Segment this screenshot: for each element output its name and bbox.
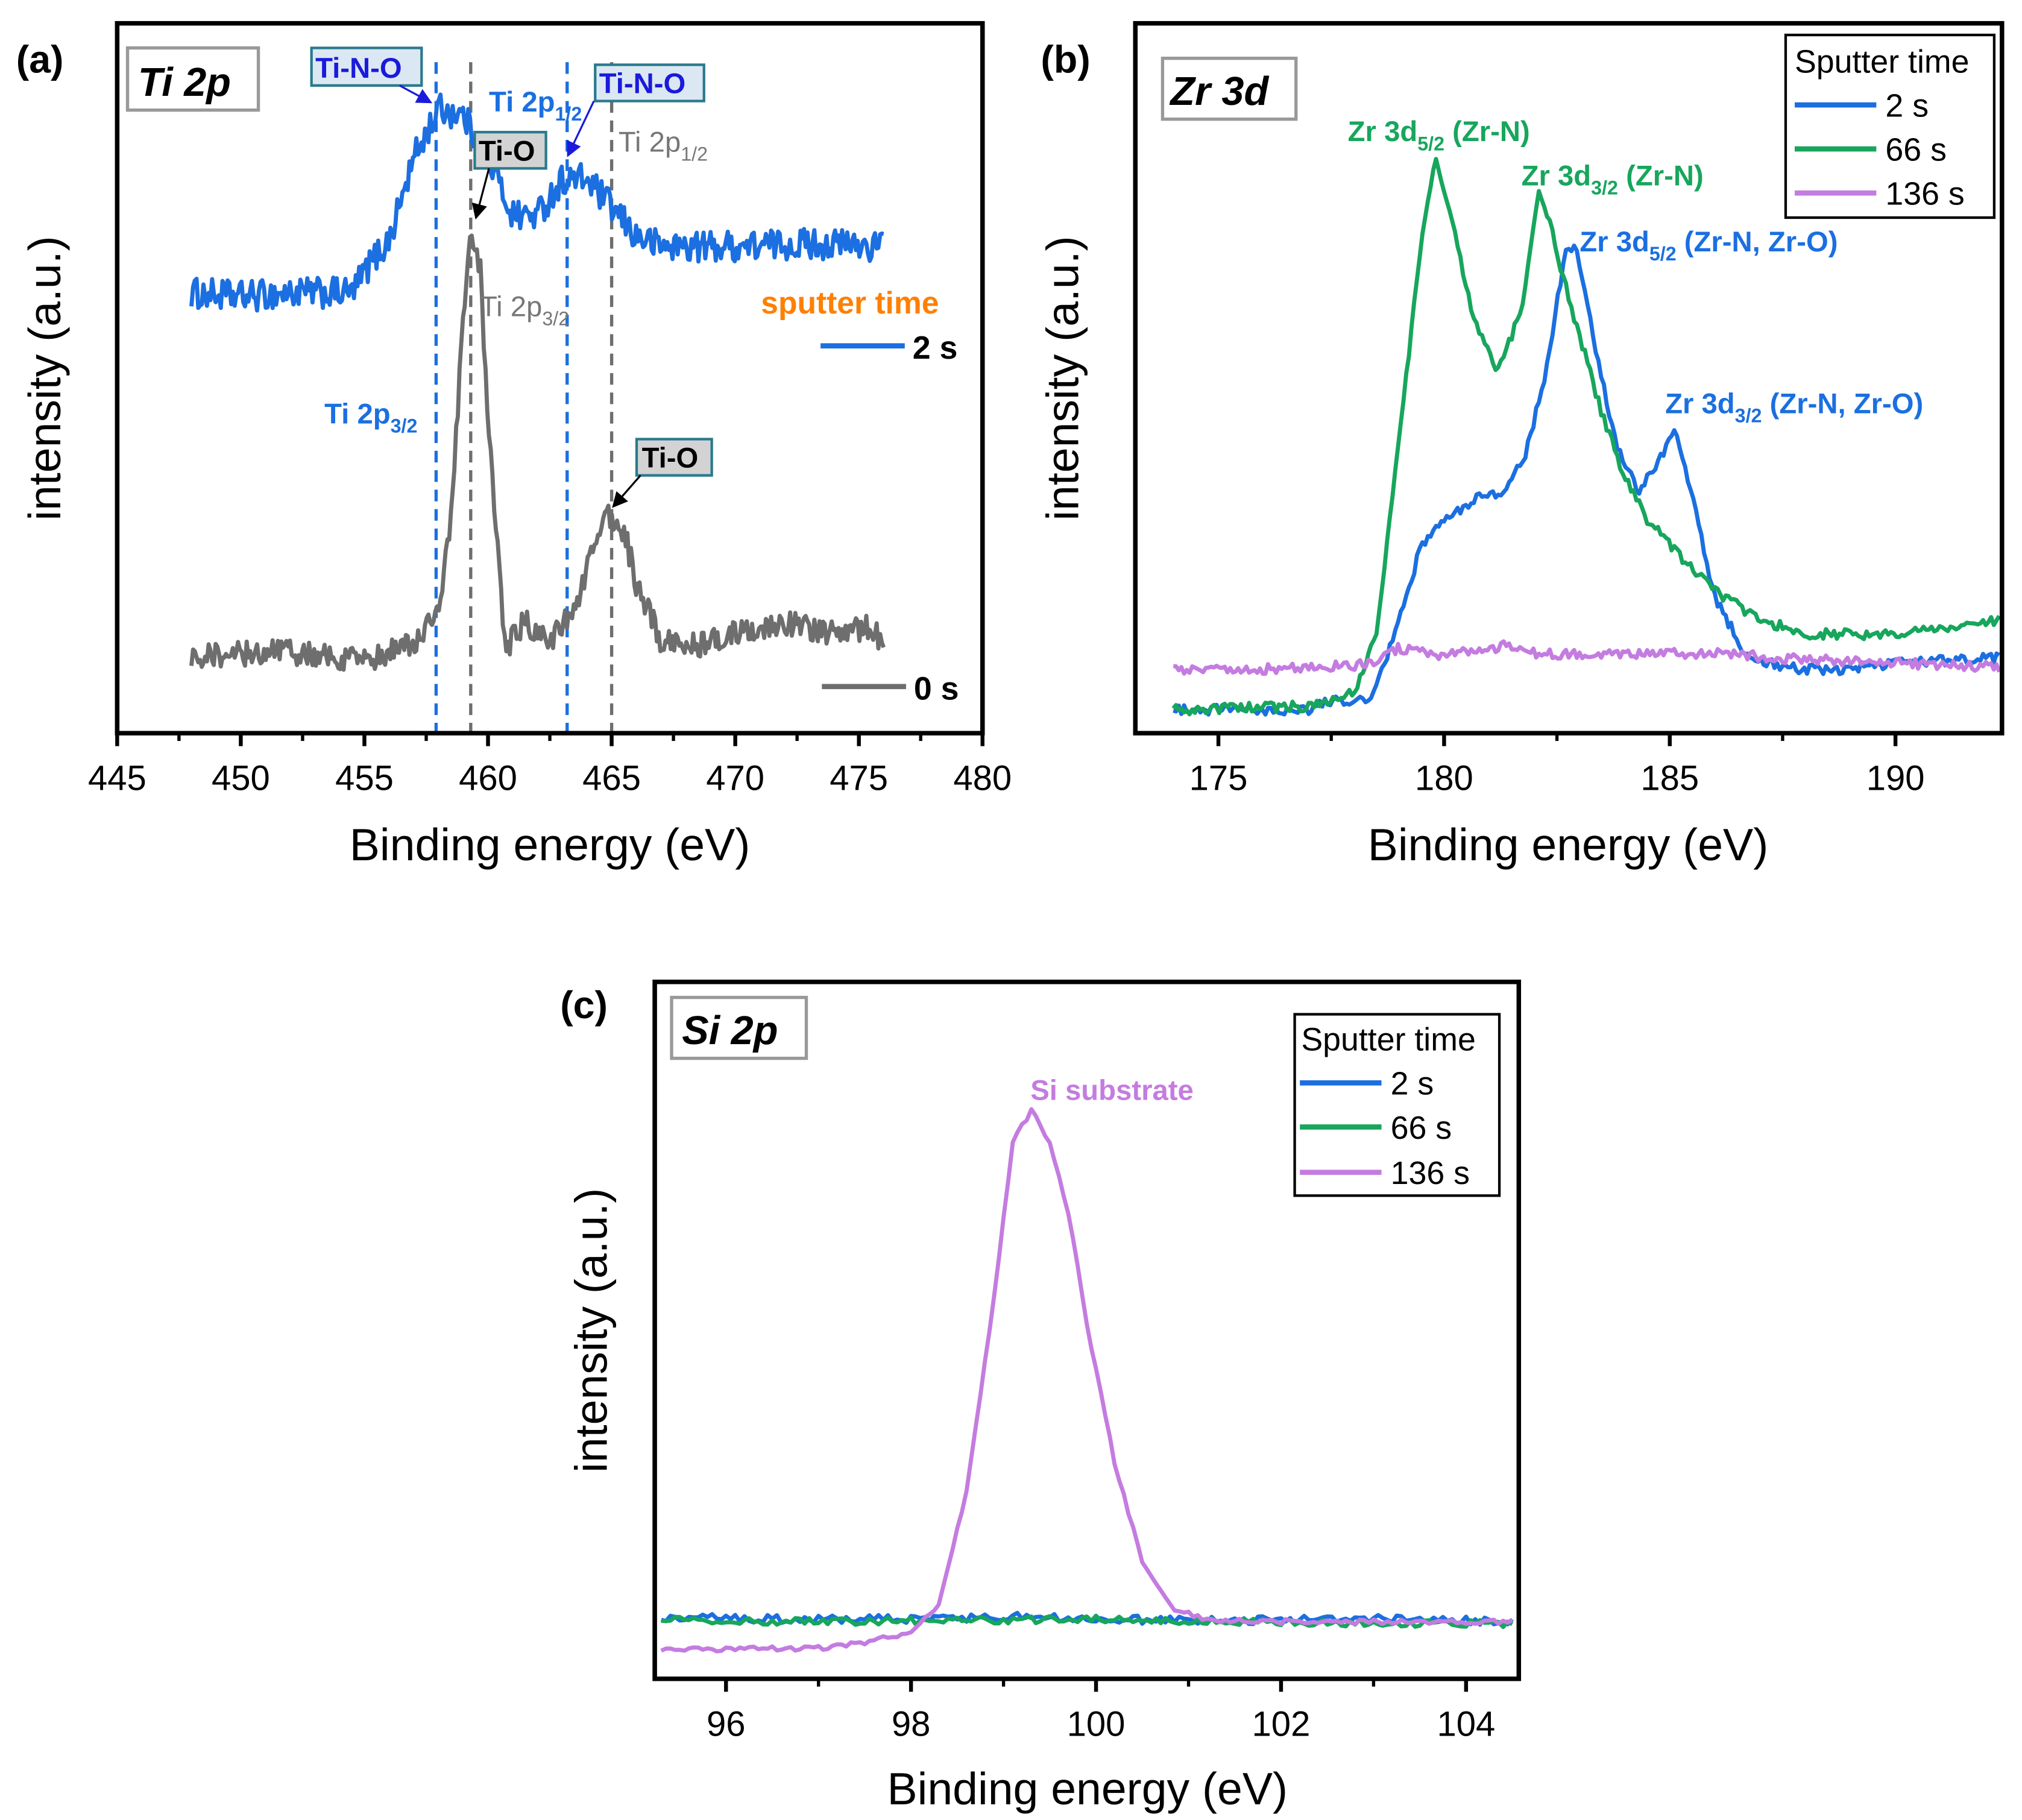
x-tick-label: 455 (335, 759, 394, 798)
annotation-zr-3d52-zr-n-zr-o: Zr 3d5/2 (Zr-N, Zr-O) (1579, 226, 1838, 265)
annotation-ti-2p32-gray: Ti 2p3/2 (480, 291, 569, 329)
annotation-ti-2p32-blue: Ti 2p3/2 (324, 398, 417, 437)
series-line-2s (189, 92, 884, 313)
panel-label: (c) (560, 983, 608, 1027)
annotation-zr-3d52-zr-n: Zr 3d5/2 (Zr-N) (1348, 116, 1530, 154)
x-tick-label: 450 (212, 759, 270, 798)
plot-area (1171, 157, 2002, 717)
series-line-136s (1173, 639, 2002, 676)
legend-label-136s: 136 s (1391, 1155, 1470, 1191)
svg-text:Ti-O: Ti-O (479, 135, 535, 167)
series-line-136s (660, 1107, 1514, 1654)
x-axis-label: Binding energy (eV) (887, 1763, 1288, 1814)
legend-label-2s: 2 s (913, 330, 958, 366)
x-tick-label: 460 (459, 759, 517, 798)
y-axis-label: intensity (a.u.) (1038, 236, 1088, 520)
x-axis: 96 98 100 102 104 (707, 1678, 1495, 1743)
annotation-ti-2p12-gray: Ti 2p1/2 (619, 126, 708, 165)
annotation-ti-n-o-1: Ti-N-O (310, 46, 433, 104)
x-tick-label: 98 (892, 1704, 931, 1743)
x-axis-label: Binding energy (eV) (1368, 819, 1769, 870)
svg-text:Ti-O: Ti-O (642, 442, 699, 474)
axes-frame (652, 979, 1522, 1681)
x-tick-label: 102 (1252, 1704, 1311, 1743)
legend-title: Sputter time (1301, 1022, 1476, 1058)
legend: Sputter time 2 s 66 s 136 s (1784, 33, 1996, 219)
series-line-0s (189, 233, 886, 672)
legend-label-0s: 0 s (914, 670, 959, 707)
panel-c: (c) Si 2p Si substrate Sputter time 2 s … (560, 979, 1522, 1814)
x-tick-label: 480 (953, 759, 1012, 798)
title-box (1161, 57, 1298, 121)
title-box (125, 46, 260, 112)
panel-a: (a) Ti 2p Ti-N-O Ti-N-O Ti-O Ti-O Ti 2p1… (16, 20, 985, 870)
legend-label-136s: 136 s (1885, 176, 1964, 212)
x-tick-label: 190 (1866, 759, 1925, 798)
legend-label-2s: 2 s (1391, 1066, 1434, 1102)
x-tick-label: 470 (706, 759, 764, 798)
annotation-ti-2p12-blue: Ti 2p1/2 (489, 86, 582, 125)
x-axis-label: Binding energy (eV) (350, 819, 751, 870)
legend: Sputter time 2 s 66 s 136 s (1293, 1013, 1501, 1197)
chart-title: Si 2p (682, 1009, 778, 1053)
x-tick-label: 475 (830, 759, 888, 798)
panel-label: (b) (1041, 37, 1090, 81)
legend-title: sputter time (761, 285, 939, 320)
panel-b: (b) Zr 3d Zr 3d5/2 (Zr-N) Zr 3d3/2 (Zr-N… (1038, 20, 2005, 870)
svg-text:Ti-N-O: Ti-N-O (599, 68, 686, 100)
panel-label: (a) (16, 37, 64, 81)
legend-label-66s: 66 s (1391, 1110, 1452, 1146)
svg-text:Ti-N-O: Ti-N-O (315, 52, 402, 84)
x-tick-label: 175 (1189, 759, 1248, 798)
axes-frame (1133, 20, 2005, 735)
annotation-ti-o-1: Ti-O (471, 131, 547, 220)
series-line-2s (1173, 243, 2000, 717)
x-tick-label: 180 (1415, 759, 1473, 798)
annotation-zr-3d32-zr-n-zr-o: Zr 3d3/2 (Zr-N, Zr-O) (1665, 388, 1923, 426)
annotation-ti-n-o-2: Ti-N-O (567, 63, 705, 157)
annotation-zr-3d32-zr-n: Zr 3d3/2 (Zr-N) (1522, 160, 1704, 198)
legend-title: Sputter time (1795, 43, 1970, 80)
title-box (670, 995, 808, 1060)
legend-label-66s: 66 s (1885, 131, 1947, 168)
legend-label-2s: 2 s (1885, 87, 1929, 124)
x-tick-label: 100 (1067, 1704, 1126, 1743)
plot-area (189, 62, 886, 734)
series-line-66s (1171, 157, 2002, 717)
x-tick-label: 96 (707, 1704, 746, 1743)
x-tick-label: 185 (1640, 759, 1699, 798)
chart-title: Ti 2p (138, 60, 231, 105)
x-tick-label: 445 (88, 759, 146, 798)
plot-area (660, 1107, 1514, 1654)
x-tick-label: 104 (1437, 1704, 1495, 1743)
x-axis: 175 180 185 190 (1189, 733, 1925, 798)
y-axis-label: intensity (a.u.) (19, 236, 70, 520)
annotation-si-substrate: Si substrate (1030, 1074, 1194, 1106)
x-axis: 445 450 455 460 465 470 475 480 (88, 733, 1012, 798)
y-axis-label: intensity (a.u.) (566, 1188, 617, 1473)
annotation-ti-o-2: Ti-O (612, 438, 713, 508)
chart-title: Zr 3d (1169, 69, 1269, 114)
x-tick-label: 465 (582, 759, 641, 798)
